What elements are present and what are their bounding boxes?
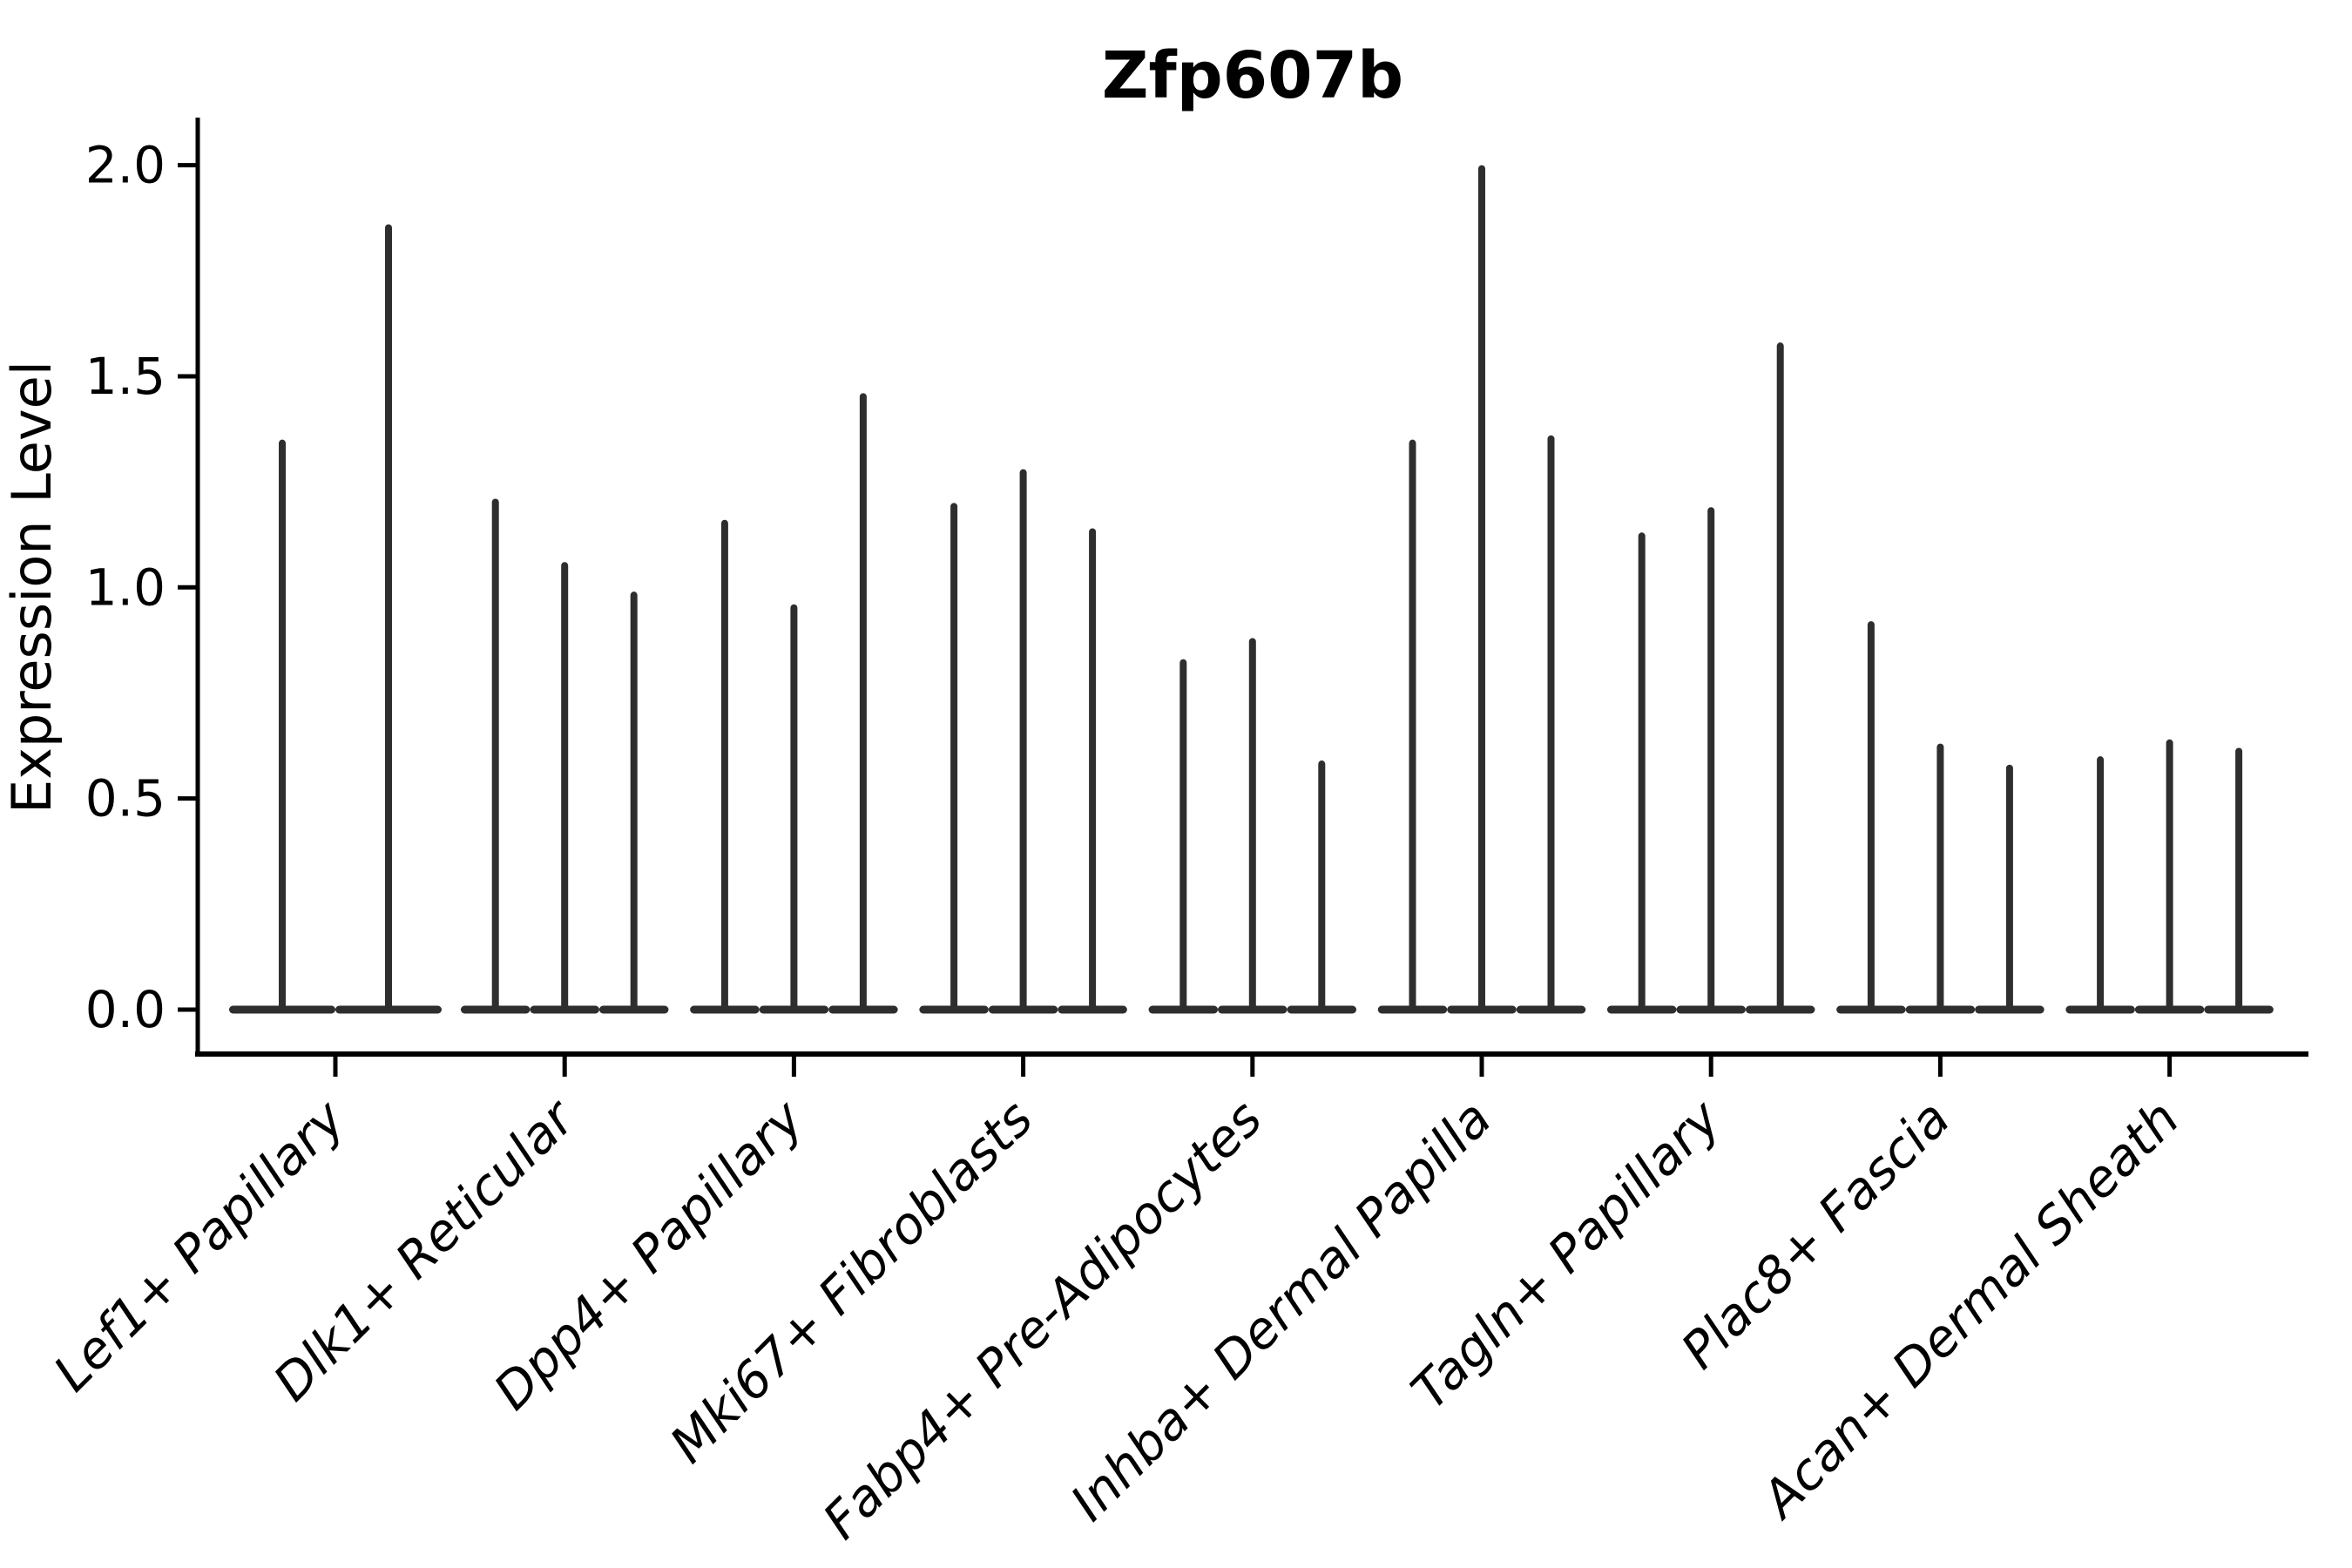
violin-spike (1019, 469, 1027, 1013)
y-tick-label: 0.5 (85, 769, 166, 828)
chart-title: Zfp607b (1102, 38, 1403, 113)
violin-spike (2235, 747, 2243, 1013)
violin-spike (1707, 507, 1715, 1013)
violin-spike (1318, 760, 1326, 1013)
violin-spike (1638, 532, 1646, 1013)
violin-spike (1248, 638, 1256, 1013)
x-tick-label: Inhba+ Dermal Papilla (1059, 1089, 1503, 1532)
violin-spike (561, 562, 569, 1013)
violin-spike (1089, 528, 1097, 1013)
x-tick-label: Acan+ Dermal Sheath (1748, 1089, 2191, 1531)
violin-spike (2097, 756, 2105, 1013)
violin-spike (1776, 342, 1784, 1013)
violin-spike (491, 498, 499, 1013)
violin-spike (385, 224, 392, 1013)
y-tick-label: 1.5 (85, 347, 166, 406)
violin-spike (1179, 659, 1187, 1013)
violin-spike (2166, 739, 2173, 1013)
violin-spike (1547, 435, 1555, 1014)
violin-spike (2005, 764, 2013, 1013)
violin-spike (1936, 743, 1944, 1013)
violins (229, 165, 2274, 1014)
y-tick-label: 1.0 (85, 558, 166, 617)
violin-spike (790, 604, 798, 1013)
y-tick-label: 0.0 (85, 980, 166, 1039)
y-tick-label: 2.0 (85, 136, 166, 195)
violin-spike (1867, 621, 1875, 1013)
violin-spike (630, 591, 638, 1013)
y-axis-label: Expression Level (0, 361, 64, 814)
x-tick-label: Fabp4+ Pre-Adipocytes (812, 1089, 1274, 1551)
violin-spike (950, 503, 958, 1013)
violin-spike (720, 519, 728, 1013)
violin-spike (279, 439, 286, 1013)
violin-spike (859, 393, 867, 1013)
violin-spike (1478, 165, 1485, 1014)
y-axis-ticks: 0.0 0.5 1.0 1.5 2.0 (85, 136, 198, 1039)
violin-spike (1409, 439, 1416, 1013)
